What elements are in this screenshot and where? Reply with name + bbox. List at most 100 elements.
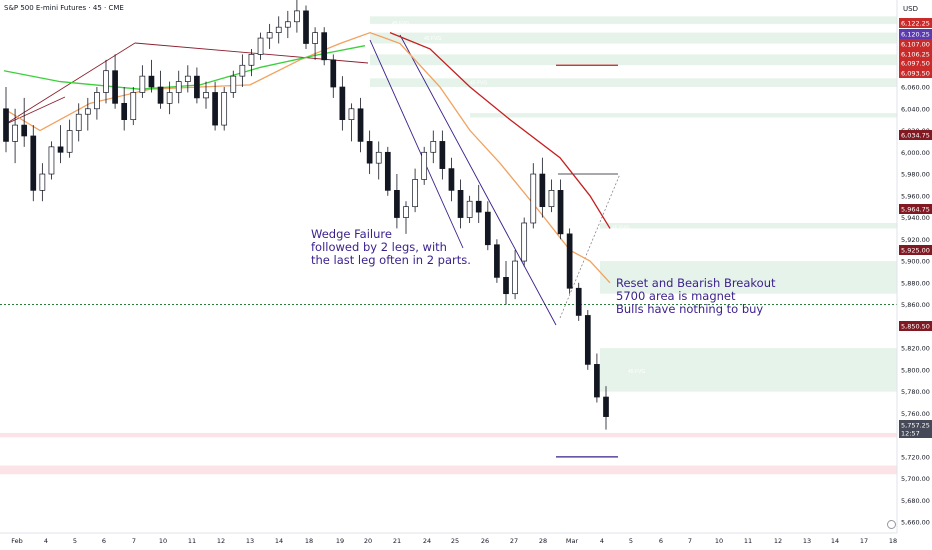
x-tick-label: 5 [73, 537, 77, 545]
candle-body [403, 206, 409, 218]
candle-body [139, 75, 146, 93]
symbol-title[interactable]: S&P 500 E-mini Futures · 45 · CME [4, 4, 124, 12]
x-tick-label: 18 [305, 537, 313, 545]
candle-body [412, 179, 418, 208]
candle-body [239, 64, 246, 77]
price-tag-label: 6,034.75 [901, 132, 930, 140]
price-tag [899, 428, 932, 438]
x-tick-label: 12 [217, 537, 225, 545]
price-tag [899, 245, 932, 255]
candle-body [248, 54, 255, 66]
fvg-zone [600, 261, 897, 294]
price-tag-label: 6,106.25 [901, 51, 930, 59]
x-tick-label: Mar [566, 537, 579, 545]
settings-icon[interactable] [887, 520, 896, 529]
candle-body [348, 108, 355, 121]
x-tick-label: 14 [831, 537, 839, 545]
candle-body [484, 211, 491, 246]
fvg-zone [370, 78, 897, 88]
annotation-line: followed by 2 legs, with [311, 240, 447, 254]
candle-body [194, 75, 200, 99]
annotation-line: 5700 area is magnet [616, 289, 736, 303]
ema-green-line [3, 45, 366, 90]
x-tick-label: Feb [11, 537, 23, 545]
candle-body [112, 70, 118, 104]
x-tick-label: 12 [774, 537, 782, 545]
x-tick-label: 6 [102, 537, 106, 545]
y-tick-label: 6,040.00 [901, 105, 930, 113]
candle-body [366, 141, 373, 164]
candle-body [439, 141, 446, 169]
fvg-zone [370, 32, 897, 44]
ema-fast-line [3, 31, 611, 284]
candle-body [203, 92, 209, 99]
channel-line [399, 34, 557, 326]
price-axis-bg [897, 0, 932, 550]
candle-body [221, 92, 228, 126]
candle-body [21, 124, 28, 137]
candle-body [448, 168, 455, 191]
price-tag-label: 5,850.50 [901, 323, 930, 331]
candle-body [466, 200, 473, 218]
price-tag-label: 5,964.75 [901, 206, 930, 214]
candle-body [3, 108, 9, 142]
price-tag-label: 6,097.50 [901, 60, 930, 68]
candle-body [103, 70, 109, 93]
candle-body [494, 244, 500, 278]
candle-body [594, 364, 600, 398]
x-tick-label: 25 [451, 537, 459, 545]
x-tick-label: 7 [688, 537, 692, 545]
price-tag [899, 68, 932, 78]
candle-body [184, 75, 191, 82]
candle-body [66, 130, 73, 153]
candle-body [521, 222, 528, 262]
ema-slow-line [389, 32, 611, 229]
y-tick-label: 5,880.00 [901, 279, 930, 287]
candle-body [339, 86, 346, 121]
candle-body [294, 10, 300, 23]
price-tag [899, 18, 932, 28]
wedge-line [3, 96, 66, 126]
projection-line [559, 173, 621, 319]
zone-label: 45 FVG [392, 21, 409, 27]
x-tick-label: 28 [539, 537, 547, 545]
zone-label: 45 FVG [628, 369, 645, 375]
candle-body [357, 108, 364, 142]
price-tag-label: 5,757.25 [901, 422, 930, 430]
pink-zone [0, 465, 897, 475]
price-tag [899, 58, 932, 68]
currency-label: USD [903, 5, 918, 13]
annotation-line: Reset and Bearish Breakout [616, 276, 776, 290]
candle-body [530, 173, 537, 224]
price-tag [899, 29, 932, 39]
candle-body [512, 260, 518, 295]
price-tag [899, 130, 932, 140]
candle-body [94, 92, 100, 110]
y-tick-label: 6,060.00 [901, 84, 930, 92]
candle-body [75, 113, 82, 131]
price-tag [899, 49, 932, 59]
candle-body [421, 151, 428, 180]
y-tick-label: 5,700.00 [901, 475, 930, 483]
x-tick-label: 27 [510, 537, 518, 545]
y-tick-label: 5,960.00 [901, 192, 930, 200]
annotation-line: the last leg often in 2 parts. [311, 253, 471, 267]
x-tick-label: 5 [629, 537, 633, 545]
candle-body [321, 32, 328, 61]
price-tag-label: 6,093.50 [901, 70, 930, 78]
x-tick-label: 13 [246, 537, 254, 545]
candle-body [503, 277, 509, 295]
fvg-zone [370, 16, 897, 24]
wedge-annotation: Wedge Failure followed by 2 legs, with t… [311, 228, 471, 267]
candle-body [230, 75, 237, 93]
candle-body [312, 32, 318, 44]
price-tag-label: 6,122.25 [901, 20, 930, 28]
candle-body [121, 102, 128, 121]
annotation-line: Bulls have nothing to buy [616, 302, 764, 316]
y-tick-label: 5,820.00 [901, 345, 930, 353]
candle-body [57, 146, 64, 153]
price-tag-label: 12:57 [901, 430, 920, 438]
zone-label: 45 FVG [612, 225, 629, 231]
